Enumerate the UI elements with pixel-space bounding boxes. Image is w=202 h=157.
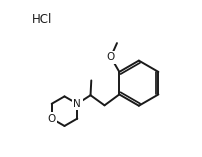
- Text: O: O: [106, 52, 114, 62]
- Text: HCl: HCl: [31, 13, 52, 26]
- Text: N: N: [73, 99, 81, 109]
- Text: O: O: [47, 114, 56, 124]
- Text: N: N: [73, 99, 81, 109]
